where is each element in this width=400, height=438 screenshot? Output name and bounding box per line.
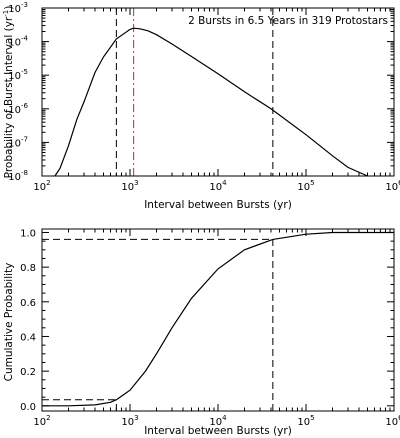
bottom-x-tick-label-base: 10 <box>209 417 222 428</box>
top-x-tick-label-base: 10 <box>297 182 310 193</box>
bottom-x-tick-label-exp: 4 <box>222 414 227 422</box>
top-y-tick-label-exp: -3 <box>21 1 28 9</box>
top-y-tick-label: 10-6 <box>8 102 28 116</box>
bottom-x-tick-label-base: 10 <box>297 417 310 428</box>
top-x-tick-label-base: 10 <box>33 182 46 193</box>
top-panel: 102103104105106 10-810-710-610-510-410-3… <box>2 1 400 211</box>
top-y-tick-label-exp: -5 <box>21 68 28 76</box>
bottom-y-tick-label: 0.4 <box>20 332 36 343</box>
bottom-x-tick-label: 106 <box>385 414 400 428</box>
top-y-tick-label: 10-4 <box>8 35 28 49</box>
top-x-tick-label-exp: 6 <box>398 179 400 187</box>
bottom-x-tick-label-exp: 5 <box>310 414 314 422</box>
top-x-axis-label: Interval between Bursts (yr) <box>144 199 292 211</box>
cumulative-probability-curve <box>42 231 394 407</box>
burst-probability-curve <box>54 27 368 177</box>
top-x-tick-label-base: 10 <box>121 182 134 193</box>
top-x-tick-label-exp: 4 <box>222 179 227 187</box>
top-y-axis-label-sup: -1 <box>2 10 10 17</box>
top-y-ticks: 10-810-710-610-510-410-3 <box>8 1 394 183</box>
bottom-x-tick-label-exp: 6 <box>398 414 400 422</box>
top-y-tick-label-exp: -6 <box>21 102 29 110</box>
bottom-plot-marks <box>42 231 394 411</box>
top-x-tick-label-exp: 3 <box>134 179 138 187</box>
top-y-tick-label-exp: -8 <box>21 169 28 177</box>
top-x-tick-label-exp: 5 <box>310 179 314 187</box>
top-y-tick-label-base: 10 <box>8 4 21 15</box>
bottom-plot-frame <box>41 228 395 412</box>
top-y-tick-label: 10-7 <box>8 135 28 149</box>
top-x-tick-label: 105 <box>297 179 314 193</box>
top-y-tick-label-base: 10 <box>8 71 21 82</box>
bottom-y-ticks: 0.0 0.2 0.4 0.6 0.8 1.0 <box>20 228 394 413</box>
bottom-y-tick-label: 0.8 <box>20 263 36 274</box>
top-y-axis-label-end: ) <box>3 6 15 10</box>
bottom-x-tick-label: 104 <box>209 414 227 428</box>
top-y-tick-label-base: 10 <box>8 105 21 116</box>
bottom-y-tick-label: 1.0 <box>20 228 36 239</box>
bottom-y-tick-label: 0.0 <box>20 402 36 413</box>
bottom-y-tick-label: 0.6 <box>20 298 36 309</box>
bottom-x-tick-label-exp: 3 <box>134 414 138 422</box>
top-y-tick-label: 10-3 <box>8 1 28 15</box>
top-plot-title: 2 Bursts in 6.5 Years in 319 Protostars <box>188 15 388 27</box>
top-x-tick-label-base: 10 <box>209 182 222 193</box>
bottom-x-tick-label-base: 10 <box>385 417 398 428</box>
top-y-axis-label: Probability of Burst Interval (yr-1) <box>2 6 15 179</box>
bottom-x-tick-label: 105 <box>297 414 314 428</box>
bottom-y-axis-label: Cumulative Probability <box>3 263 15 382</box>
top-y-tick-label-exp: -7 <box>21 135 28 143</box>
bottom-panel: 102103104105106 0.00.20.40.60.81.0 Inter… <box>3 228 400 437</box>
top-y-axis-label-main: Probability of Burst Interval (yr <box>3 16 15 178</box>
top-x-tick-label-base: 10 <box>385 182 398 193</box>
top-plot-marks <box>54 8 368 177</box>
bottom-x-tick-label: 102 <box>33 414 50 428</box>
bottom-x-tick-label-base: 10 <box>33 417 46 428</box>
top-y-tick-label-base: 10 <box>8 172 21 183</box>
top-y-tick-label: 10-8 <box>8 169 28 183</box>
top-y-tick-label: 10-5 <box>8 68 28 82</box>
top-x-tick-label-exp: 2 <box>46 179 50 187</box>
top-plot-frame <box>41 7 395 177</box>
bottom-x-tick-label-base: 10 <box>121 417 134 428</box>
top-y-tick-label-base: 10 <box>8 38 21 49</box>
top-x-tick-label: 102 <box>33 179 50 193</box>
top-y-tick-label-base: 10 <box>8 138 21 149</box>
bottom-y-tick-label: 0.2 <box>20 367 36 378</box>
top-x-tick-label: 106 <box>385 179 400 193</box>
bottom-x-tick-label: 103 <box>121 414 138 428</box>
top-x-tick-label: 104 <box>209 179 227 193</box>
top-x-tick-label: 103 <box>121 179 138 193</box>
top-x-ticks: 102103104105106 <box>33 8 400 193</box>
bottom-x-tick-label-exp: 2 <box>46 414 50 422</box>
top-y-tick-label-exp: -4 <box>21 35 29 43</box>
bottom-x-axis-label: Interval between Bursts (yr) <box>144 425 292 437</box>
bottom-x-ticks: 102103104105106 <box>33 229 400 428</box>
